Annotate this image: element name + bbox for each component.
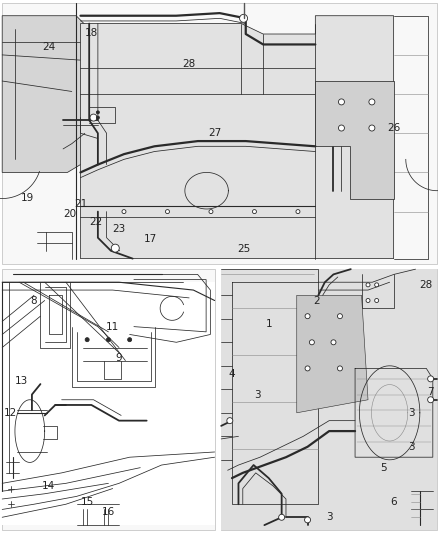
Circle shape <box>106 338 110 342</box>
Circle shape <box>127 338 132 342</box>
Circle shape <box>366 283 370 287</box>
Circle shape <box>252 209 257 214</box>
Text: 23: 23 <box>112 224 125 235</box>
Circle shape <box>331 340 336 345</box>
Circle shape <box>366 298 370 303</box>
Circle shape <box>374 298 379 303</box>
Circle shape <box>369 125 375 131</box>
Circle shape <box>309 340 314 345</box>
Circle shape <box>427 397 434 403</box>
Text: 3: 3 <box>408 408 414 418</box>
Circle shape <box>369 99 375 105</box>
Text: 3: 3 <box>254 390 261 400</box>
Polygon shape <box>2 282 215 525</box>
Text: 12: 12 <box>4 408 18 418</box>
Text: 18: 18 <box>85 28 98 38</box>
Polygon shape <box>81 15 394 259</box>
Circle shape <box>209 209 213 214</box>
Circle shape <box>305 314 310 319</box>
Circle shape <box>240 14 247 22</box>
Circle shape <box>122 209 126 214</box>
Text: 25: 25 <box>237 245 250 254</box>
Text: 19: 19 <box>21 193 34 203</box>
Text: 8: 8 <box>31 295 37 305</box>
Text: 3: 3 <box>326 512 332 522</box>
Text: 17: 17 <box>143 234 157 244</box>
Text: 20: 20 <box>63 209 76 219</box>
Text: 21: 21 <box>74 199 87 209</box>
Text: 11: 11 <box>106 321 119 332</box>
Circle shape <box>111 244 119 252</box>
Text: 26: 26 <box>387 123 400 133</box>
Circle shape <box>96 111 99 114</box>
Polygon shape <box>2 15 89 172</box>
Text: 7: 7 <box>427 387 434 397</box>
Circle shape <box>85 338 89 342</box>
Text: 6: 6 <box>391 497 397 506</box>
Circle shape <box>427 376 434 382</box>
Circle shape <box>166 209 170 214</box>
Text: 14: 14 <box>42 481 56 491</box>
Polygon shape <box>315 81 394 198</box>
Circle shape <box>96 116 99 119</box>
Circle shape <box>227 418 233 424</box>
Text: 3: 3 <box>408 442 414 452</box>
Text: 28: 28 <box>183 59 196 69</box>
Text: 5: 5 <box>380 463 386 473</box>
Bar <box>221 269 437 530</box>
Text: 13: 13 <box>15 376 28 386</box>
Circle shape <box>374 283 379 287</box>
Circle shape <box>337 314 343 319</box>
Text: 28: 28 <box>420 280 433 290</box>
Polygon shape <box>2 282 215 525</box>
Circle shape <box>339 125 344 131</box>
Text: 15: 15 <box>81 497 94 506</box>
Circle shape <box>279 514 285 520</box>
Bar <box>2 269 215 530</box>
Polygon shape <box>297 295 368 413</box>
Circle shape <box>337 366 343 371</box>
Bar <box>2 3 437 264</box>
Text: 16: 16 <box>102 507 115 517</box>
Text: 22: 22 <box>89 216 102 227</box>
Text: 1: 1 <box>265 319 272 329</box>
Text: 2: 2 <box>313 295 319 305</box>
Text: 9: 9 <box>116 353 122 363</box>
Circle shape <box>90 114 97 121</box>
Text: 24: 24 <box>42 42 56 52</box>
Circle shape <box>304 517 311 523</box>
Text: 4: 4 <box>229 369 235 378</box>
Circle shape <box>305 366 310 371</box>
Polygon shape <box>221 269 437 530</box>
Text: 27: 27 <box>208 128 221 138</box>
Circle shape <box>296 209 300 214</box>
Circle shape <box>339 99 344 105</box>
